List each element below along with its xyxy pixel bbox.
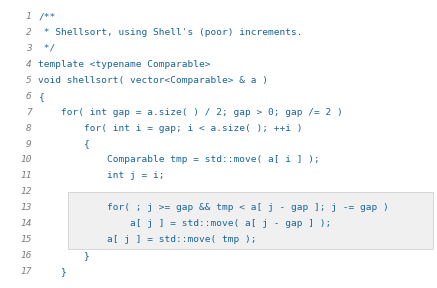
Text: 6: 6: [26, 92, 31, 101]
Text: a[ j ] = std::move( a[ j - gap ] );: a[ j ] = std::move( a[ j - gap ] );: [38, 219, 332, 228]
Text: 17: 17: [20, 267, 31, 276]
Text: 15: 15: [20, 235, 31, 244]
Text: 12: 12: [20, 187, 31, 196]
Text: 11: 11: [20, 171, 31, 180]
Text: void shellsort( vector<Comparable> & a ): void shellsort( vector<Comparable> & a ): [38, 76, 268, 85]
Text: Comparable tmp = std::move( a[ i ] );: Comparable tmp = std::move( a[ i ] );: [38, 156, 320, 164]
Text: 8: 8: [26, 124, 31, 132]
Text: 10: 10: [20, 156, 31, 164]
Text: 13: 13: [20, 203, 31, 212]
Text: 5: 5: [26, 76, 31, 85]
Text: 2: 2: [26, 28, 31, 37]
Text: for( int gap = a.size( ) / 2; gap > 0; gap /= 2 ): for( int gap = a.size( ) / 2; gap > 0; g…: [38, 108, 343, 117]
Text: */: */: [38, 44, 55, 53]
FancyBboxPatch shape: [68, 192, 433, 249]
Text: 9: 9: [26, 139, 31, 149]
Text: 16: 16: [20, 251, 31, 260]
Text: 7: 7: [26, 108, 31, 117]
Text: for( int i = gap; i < a.size( ); ++i ): for( int i = gap; i < a.size( ); ++i ): [38, 124, 303, 132]
Text: a[ j ] = std::move( tmp );: a[ j ] = std::move( tmp );: [38, 235, 257, 244]
Text: 3: 3: [26, 44, 31, 53]
Text: * Shellsort, using Shell's (poor) increments.: * Shellsort, using Shell's (poor) increm…: [38, 28, 303, 37]
Text: }: }: [38, 251, 90, 260]
Text: {: {: [38, 139, 90, 149]
Text: /**: /**: [38, 12, 55, 21]
Text: 4: 4: [26, 60, 31, 69]
Text: }: }: [38, 267, 67, 276]
Text: 1: 1: [26, 12, 31, 21]
Text: template <typename Comparable>: template <typename Comparable>: [38, 60, 211, 69]
Text: for( ; j >= gap && tmp < a[ j - gap ]; j -= gap ): for( ; j >= gap && tmp < a[ j - gap ]; j…: [38, 203, 389, 212]
Text: {: {: [38, 92, 44, 101]
Text: 14: 14: [20, 219, 31, 228]
Text: int j = i;: int j = i;: [38, 171, 165, 180]
